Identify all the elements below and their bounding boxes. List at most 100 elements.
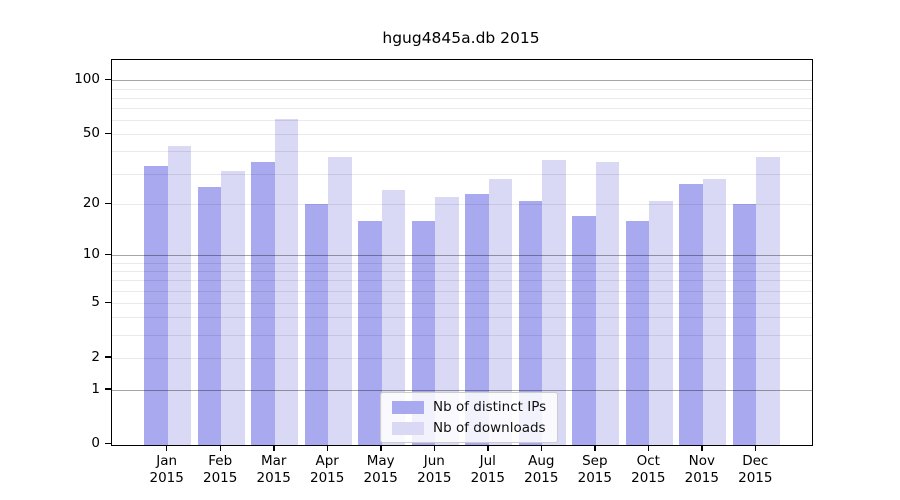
x-tick-label-month: Oct [636, 453, 660, 469]
x-tick-label-month: Nov [688, 453, 715, 469]
x-tick-mark-mar-2015 [273, 445, 275, 451]
x-tick-mark-feb-2015 [219, 445, 221, 451]
gridline-5 [112, 303, 812, 304]
x-tick-label-jun-2015: Jun 2015 [402, 453, 466, 487]
y-tick-label-1: 1 [91, 380, 100, 397]
gridline-1 [112, 389, 812, 391]
bar-nb-of-downloads-jun-2015 [435, 197, 459, 445]
x-tick-label-nov-2015: Nov 2015 [670, 453, 734, 487]
bar-nb-of-distinct-ips-dec-2015 [732, 204, 757, 445]
gridline-80 [112, 97, 812, 99]
x-tick-label-month: Apr [315, 453, 339, 469]
y-tick-label-10: 10 [82, 246, 100, 263]
y-tick-mark-2 [105, 356, 112, 358]
x-tick-mark-jun-2015 [433, 445, 435, 451]
x-tick-label-year: 2015 [417, 470, 452, 486]
y-tick-mark-100 [105, 78, 112, 81]
x-tick-label-sep-2015: Sep 2015 [563, 453, 627, 487]
y-tick-label-20: 20 [82, 195, 100, 212]
gridline-9 [112, 262, 812, 264]
x-tick-mark-sep-2015 [594, 445, 596, 451]
legend-item-distinct-ips: Nb of distinct IPs [392, 399, 546, 415]
gridline-50 [112, 134, 812, 136]
x-tick-mark-dec-2015 [754, 445, 757, 451]
y-tick-mark-10 [105, 253, 112, 256]
x-tick-mark-may-2015 [380, 445, 382, 451]
x-tick-label-month: Aug [528, 453, 555, 469]
gridline-20 [112, 204, 812, 206]
bar-nb-of-distinct-ips-may-2015 [358, 220, 382, 445]
bar-nb-of-downloads-may-2015 [381, 190, 406, 445]
x-tick-label-month: Mar [260, 453, 287, 469]
x-tick-label-jul-2015: Jul 2015 [456, 453, 520, 487]
x-tick-label-apr-2015: Apr 2015 [295, 453, 359, 487]
x-tick-label-month: Sep [582, 453, 608, 469]
chart-title: hgug4845a.db 2015 [382, 29, 540, 47]
gridline-90 [112, 88, 812, 90]
x-tick-mark-jan-2015 [165, 445, 168, 451]
bar-nb-of-downloads-mar-2015 [274, 118, 299, 445]
bar-nb-of-distinct-ips-jul-2015 [465, 193, 489, 445]
x-tick-label-dec-2015: Dec 2015 [723, 453, 787, 487]
gridline-30 [112, 173, 812, 175]
y-tick-mark-5 [105, 301, 112, 303]
bar-nb-of-downloads-feb-2015 [221, 171, 245, 445]
x-tick-label-year: 2015 [524, 470, 559, 486]
bar-nb-of-distinct-ips-nov-2015 [679, 184, 703, 445]
x-tick-label-mar-2015: Mar 2015 [242, 453, 306, 487]
gridline-2 [112, 357, 812, 359]
y-tick-mark-0 [105, 442, 112, 445]
y-tick-label-50: 50 [82, 125, 100, 142]
x-tick-label-year: 2015 [149, 470, 184, 486]
gridline-60 [112, 120, 812, 122]
bar-nb-of-distinct-ips-sep-2015 [572, 216, 596, 445]
x-tick-label-feb-2015: Feb 2015 [188, 453, 252, 487]
bar-nb-of-distinct-ips-apr-2015 [304, 204, 329, 445]
x-tick-mark-jul-2015 [487, 445, 489, 451]
bar-nb-of-downloads-apr-2015 [328, 157, 352, 445]
gridline-40 [112, 151, 812, 153]
x-tick-mark-nov-2015 [701, 445, 703, 451]
x-tick-mark-aug-2015 [540, 445, 542, 451]
legend-swatch-downloads-icon [392, 421, 424, 435]
x-tick-label-month: Jun [423, 453, 445, 469]
legend-label-distinct-ips: Nb of distinct IPs [433, 399, 547, 415]
bar-nb-of-downloads-oct-2015 [649, 200, 673, 445]
bar-nb-of-downloads-jul-2015 [488, 178, 513, 445]
bar-nb-of-distinct-ips-jun-2015 [411, 220, 436, 445]
y-tick-mark-50 [105, 132, 112, 135]
gridline-4 [112, 317, 812, 319]
x-tick-label-year: 2015 [470, 470, 505, 486]
x-tick-label-may-2015: May 2015 [349, 453, 413, 487]
x-tick-label-month: Feb [208, 453, 233, 469]
gridline-70 [112, 108, 812, 110]
bar-nb-of-distinct-ips-feb-2015 [197, 187, 222, 445]
x-tick-label-aug-2015: Aug 2015 [509, 453, 573, 487]
legend: Nb of distinct IPs Nb of downloads [380, 392, 559, 443]
gridline-7 [112, 280, 812, 282]
x-tick-mark-apr-2015 [326, 445, 328, 451]
y-tick-label-0: 0 [91, 435, 100, 452]
bar-nb-of-downloads-jan-2015 [167, 145, 192, 445]
y-tick-mark-1 [105, 388, 112, 390]
y-tick-label-2: 2 [91, 348, 100, 365]
x-tick-mark-oct-2015 [647, 445, 649, 451]
x-tick-label-year: 2015 [310, 470, 345, 486]
y-tick-mark-20 [105, 202, 112, 205]
bar-nb-of-downloads-sep-2015 [595, 161, 620, 445]
gridline-100 [112, 80, 812, 82]
x-tick-label-year: 2015 [256, 470, 291, 486]
x-tick-label-year: 2015 [738, 470, 773, 486]
bar-nb-of-distinct-ips-mar-2015 [251, 161, 275, 445]
legend-swatch-distinct-ips-icon [392, 400, 424, 414]
x-tick-label-year: 2015 [631, 470, 666, 486]
x-tick-label-month: Jul [479, 453, 496, 469]
bar-nb-of-downloads-nov-2015 [702, 178, 727, 445]
bar-nb-of-downloads-dec-2015 [756, 157, 780, 445]
x-tick-label-year: 2015 [684, 470, 719, 486]
x-tick-label-year: 2015 [577, 470, 612, 486]
x-tick-label-year: 2015 [203, 470, 238, 486]
plot-area: Nb of distinct IPs Nb of downloads [111, 59, 813, 446]
legend-item-downloads: Nb of downloads [392, 420, 546, 436]
